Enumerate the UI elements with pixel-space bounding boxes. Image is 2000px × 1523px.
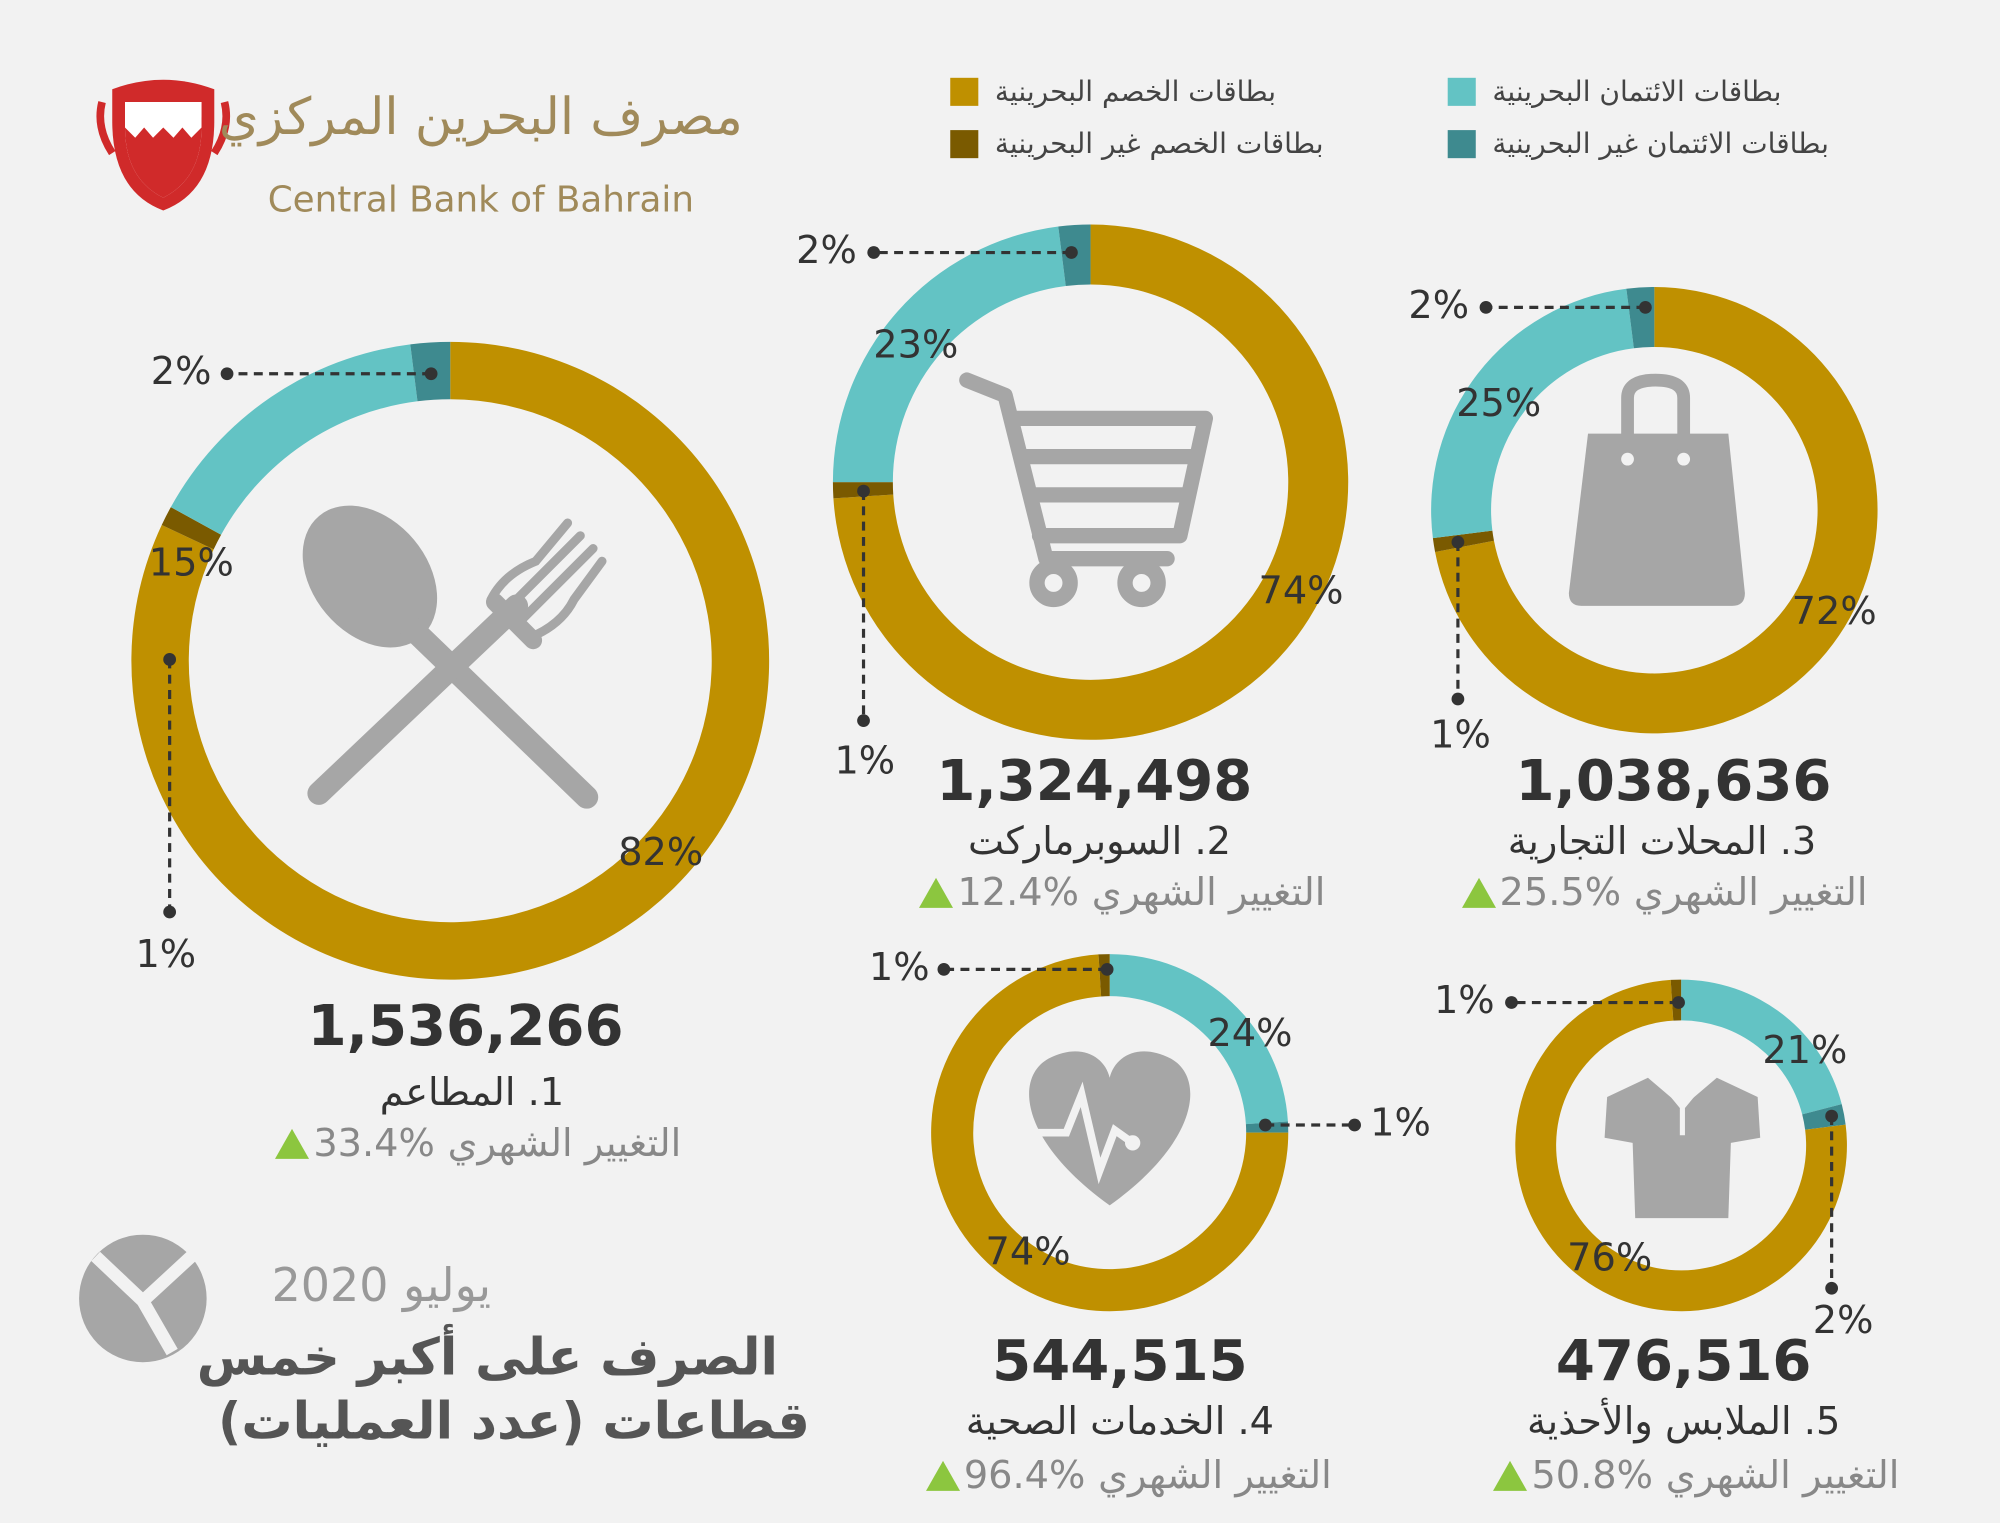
change-value: 50.8% (1531, 1452, 1653, 1498)
legend-swatch (950, 77, 979, 106)
leader-dot (857, 484, 870, 498)
total: 1,536,266 (307, 993, 624, 1059)
legend-label: بطاقات الخصم غير البحرينية (994, 127, 1324, 161)
leader-dot (1451, 535, 1465, 549)
leader-dot (1479, 301, 1493, 314)
leader-dot (1639, 301, 1652, 314)
monthly-change: 12.4% التغيير الشهري (919, 869, 1326, 915)
up-arrow (1493, 1460, 1528, 1491)
cutlery-icon (302, 505, 607, 809)
legend-label: بطاقات الائتمان غير البحرينية (1492, 127, 1829, 161)
leader-dot (1100, 963, 1114, 976)
change-label: التغيير الشهري (1091, 869, 1326, 915)
change-value: 33.4% (313, 1120, 435, 1166)
cbb-mark (79, 1234, 207, 1363)
scaled-layer: مصرف البحرين المركزي Central Bank of Bahr… (79, 77, 1878, 1363)
leader-dot (867, 246, 881, 259)
value-label: 1% (1434, 978, 1495, 1023)
leader-dot (424, 367, 438, 381)
total: 544,515 (992, 1329, 1248, 1395)
donut-segment (170, 344, 418, 535)
value-label: 21% (1762, 1028, 1847, 1073)
cart-icon (959, 372, 1214, 608)
leader-dot (1451, 692, 1465, 706)
total: 1,324,498 (936, 748, 1253, 814)
total: 1,038,636 (1515, 748, 1832, 814)
crest (96, 79, 231, 211)
sector-title: 2. السوبرماركت (968, 818, 1231, 864)
legend-label: بطاقات الخصم البحرينية (994, 74, 1277, 108)
leader-dot (857, 714, 870, 728)
up-arrow (925, 1460, 960, 1491)
value-label: 74% (986, 1229, 1071, 1274)
value-label: 2% (151, 349, 212, 394)
value-label: 25% (1456, 381, 1541, 426)
leader-dot (1825, 1109, 1839, 1123)
bag-icon (1568, 373, 1745, 606)
monthly-change: 96.4% التغيير الشهري (925, 1452, 1332, 1498)
legend-swatch (950, 130, 979, 159)
monthly-change: 33.4% التغيير الشهري (275, 1120, 682, 1166)
value-label: 2% (1813, 1298, 1874, 1343)
leader-dot (1258, 1118, 1272, 1132)
title-line: الصرف على أكبر خمس (196, 1328, 779, 1388)
leader-dot (163, 653, 177, 666)
bank-name-ar: مصرف البحرين المركزي (219, 88, 743, 147)
up-arrow (919, 877, 954, 908)
sector-title: 4. الخدمات الصحية (965, 1399, 1274, 1445)
change-value: 12.4% (957, 869, 1079, 915)
up-arrow (275, 1129, 310, 1160)
donut-segment (1431, 288, 1634, 539)
value-label: 1% (869, 945, 930, 990)
leader-dot (1065, 246, 1078, 259)
value-label: 2% (796, 228, 857, 273)
up-arrow (1461, 877, 1496, 908)
value-label: 76% (1567, 1236, 1652, 1281)
leader-dot (1672, 996, 1685, 1009)
leader-dot (1505, 996, 1518, 1009)
sector-title: 1. المطاعم (379, 1069, 565, 1115)
sector-title: 3. المحلات التجارية (1507, 818, 1817, 864)
leader-dot (163, 905, 177, 919)
donut-segment (161, 507, 222, 550)
value-label: 1% (135, 932, 196, 977)
value-label: 1% (1430, 713, 1491, 758)
change-label: التغيير الشهري (1665, 1452, 1900, 1498)
value-label: 74% (1259, 569, 1344, 614)
shirt-icon (1604, 1076, 1761, 1219)
monthly-change: 25.5% التغيير الشهري (1461, 869, 1868, 915)
value-label: 82% (618, 830, 703, 875)
title-line: قطاعات (عدد العمليات) (218, 1392, 810, 1452)
legend-swatch (1447, 77, 1476, 106)
donut-segment (1681, 979, 1842, 1115)
value-label: 72% (1792, 589, 1877, 634)
legend-label: بطاقات الائتمان البحرينية (1492, 74, 1782, 108)
value-label: 24% (1207, 1011, 1292, 1056)
total: 476,516 (1555, 1329, 1812, 1395)
change-label: التغيير الشهري (447, 1120, 682, 1166)
change-value: 25.5% (1499, 869, 1622, 915)
bank-name-en: Central Bank of Bahrain (268, 180, 694, 221)
change-value: 96.4% (963, 1452, 1086, 1498)
leader-dot (937, 963, 951, 976)
change-label: التغيير الشهري (1633, 869, 1868, 915)
monthly-change: 50.8% التغيير الشهري (1493, 1452, 1900, 1498)
value-label: 15% (149, 541, 234, 586)
sector-title: 5. الملابس والأحذية (1527, 1399, 1841, 1445)
legend-swatch (1447, 130, 1476, 159)
value-label: 1% (834, 738, 895, 783)
value-label: 1% (1370, 1100, 1431, 1145)
donut-segment (832, 226, 1066, 483)
leader-dot (1825, 1281, 1839, 1295)
donut-segment (1109, 954, 1288, 1125)
leader-dot (220, 367, 234, 381)
heart-icon (1029, 1051, 1191, 1206)
value-label: 2% (1408, 283, 1469, 328)
leader-dot (1348, 1118, 1361, 1132)
change-label: التغيير الشهري (1098, 1452, 1332, 1498)
date: يوليو 2020 (271, 1257, 492, 1312)
value-label: 23% (873, 322, 958, 367)
